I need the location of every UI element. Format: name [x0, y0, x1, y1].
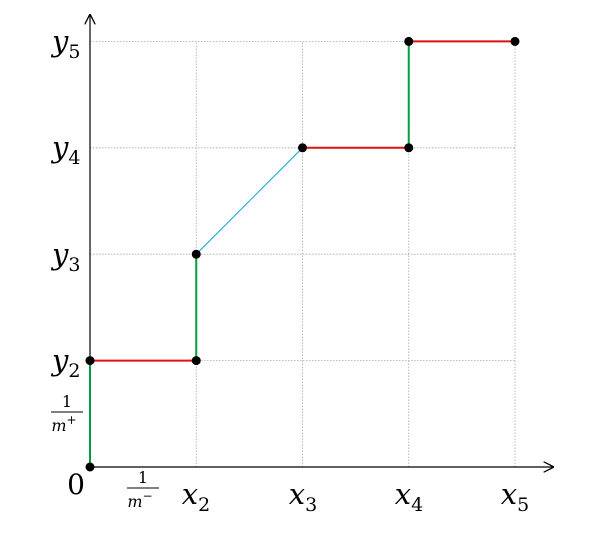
diagonal-segment	[195, 147, 303, 255]
path-point	[191, 356, 201, 366]
y-tick-label: y5	[50, 24, 80, 63]
path-point	[85, 356, 95, 366]
y-tick-label: y2	[50, 343, 80, 382]
x-tick-label: x3	[289, 477, 317, 516]
x-tick-label: x2	[182, 477, 210, 516]
path-point	[510, 36, 520, 46]
y-tick-label: y3	[50, 237, 80, 276]
path-point	[85, 462, 95, 472]
y-tick-label: y4	[50, 130, 80, 169]
svg-text:m+: m+	[51, 413, 76, 435]
x-tick-label: x4	[395, 477, 423, 516]
svg-text:m−: m−	[127, 489, 152, 511]
y-step-fraction: 1 m+	[51, 392, 83, 435]
svg-text:1: 1	[62, 392, 72, 411]
path-segments	[89, 40, 515, 467]
path-point	[191, 249, 201, 259]
path-points	[85, 36, 520, 472]
x-tick-label: x5	[501, 477, 529, 516]
svg-text:1: 1	[138, 468, 148, 487]
origin-label: 0	[67, 468, 85, 501]
path-point	[404, 36, 414, 46]
path-point	[404, 143, 414, 153]
grid	[90, 41, 516, 467]
path-point	[298, 143, 307, 153]
x-step-fraction: 1 m−	[127, 468, 159, 511]
